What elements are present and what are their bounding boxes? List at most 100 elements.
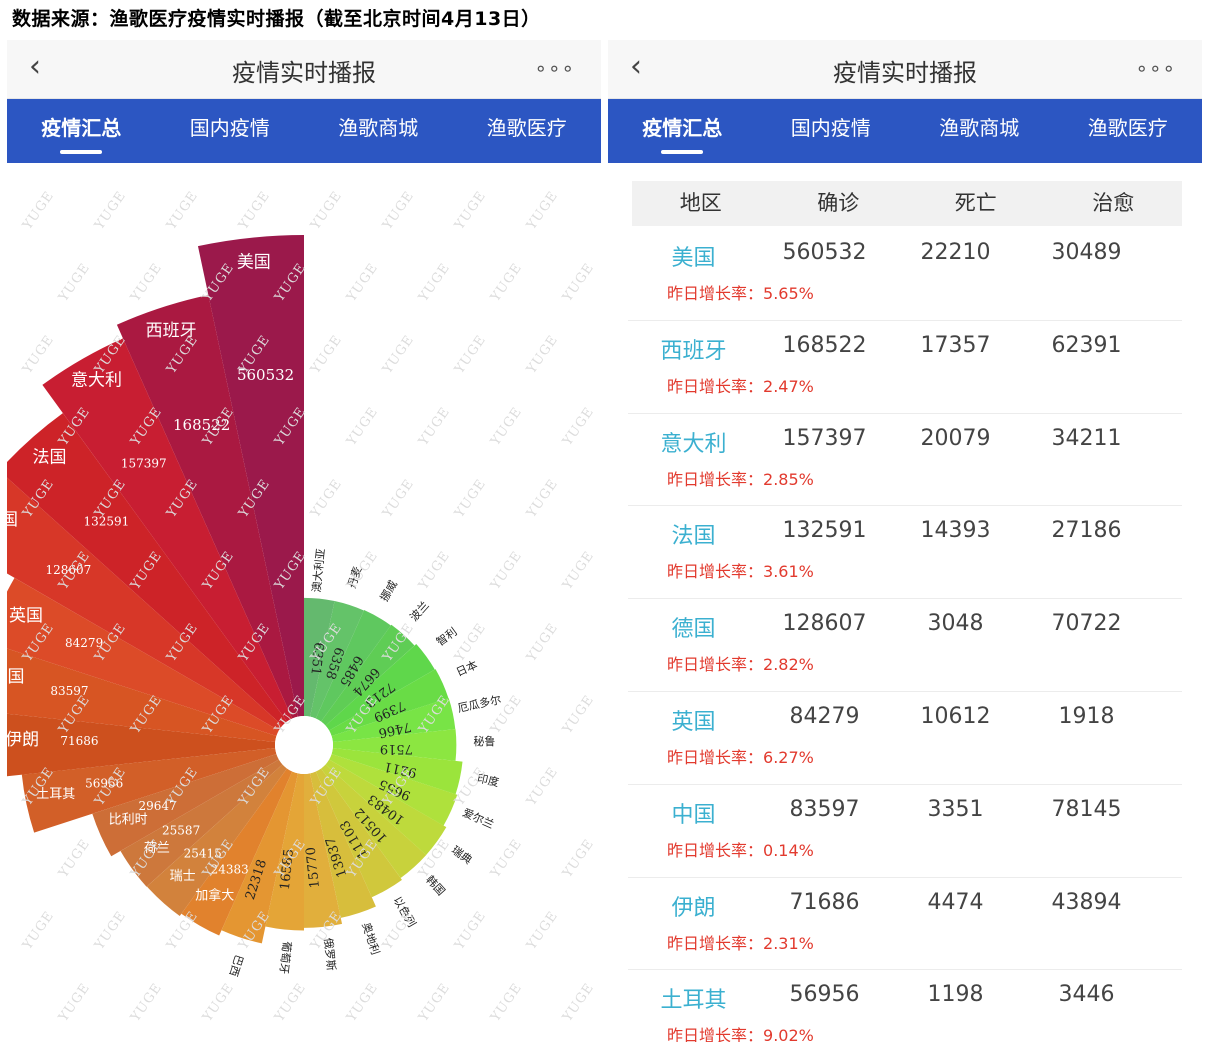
slice-category-label: 西班牙: [146, 321, 197, 341]
slice-category-label: 伊朗: [7, 730, 39, 750]
slice-value-label: 84279: [65, 636, 103, 650]
slice-value-label: 132591: [83, 514, 129, 528]
cell-deaths: 3351: [927, 796, 984, 822]
slice-category-label: 英国: [9, 606, 43, 626]
cell-confirmed: 132591: [782, 518, 867, 544]
cell-confirmed: 83597: [789, 796, 860, 822]
growth-label: 昨日增长率：: [667, 469, 764, 489]
slice-category-label: 瑞士: [170, 869, 196, 884]
rose-slice-10[interactable]: [92, 753, 279, 857]
rose-slice-26[interactable]: [325, 643, 435, 731]
tab-medical[interactable]: 渔歌医疗: [486, 116, 567, 140]
slice-value-label: 16585: [278, 848, 297, 891]
nav-header: ‹ 疫情实时播报 ∘∘∘: [7, 40, 601, 99]
growth-rate: 昨日增长率：2.85%: [667, 466, 814, 490]
rose-slice-21[interactable]: [329, 753, 458, 826]
growth-label: 昨日增长率：: [667, 747, 764, 767]
growth-value: 2.85%: [763, 469, 814, 489]
slice-value-label: 56956: [85, 776, 123, 790]
rose-slice-18[interactable]: [315, 768, 402, 898]
phone-screen-chart: ‹ 疫情实时播报 ∘∘∘ 疫情汇总 国内疫情 渔歌商城 渔歌医疗 YUGE YUG…: [7, 40, 601, 1042]
slice-value-label: 15770: [304, 846, 323, 889]
rose-slice-14[interactable]: [221, 771, 298, 944]
slice-category-label: 美国: [237, 253, 271, 273]
rose-slice-23[interactable]: [332, 729, 457, 761]
tab-summary[interactable]: 疫情汇总: [608, 99, 757, 163]
rose-slice-29[interactable]: [310, 601, 364, 719]
tab-medical[interactable]: 渔歌医疗: [1087, 116, 1168, 140]
table-row[interactable]: 法国 132591 14393 27186 昨日增长率：3.61%: [628, 506, 1182, 600]
cell-country: 法国: [671, 524, 716, 550]
slice-category-label: 俄罗斯: [321, 937, 337, 971]
rose-slice-11[interactable]: [120, 759, 283, 887]
growth-rate: 昨日增长率：3.61%: [667, 558, 814, 582]
table-row[interactable]: 美国 560532 22210 30489 昨日增长率：5.65%: [628, 228, 1182, 321]
rose-slice-4[interactable]: [7, 413, 287, 726]
tab-domestic[interactable]: 国内疫情: [189, 116, 270, 140]
rose-slice-5[interactable]: [7, 474, 283, 731]
header-region: 地区: [679, 191, 722, 215]
slice-category-label: 智利: [433, 624, 459, 648]
slice-category-label: 波兰: [407, 599, 431, 624]
table-row[interactable]: 土耳其 56956 1198 3446 昨日增长率：9.02%: [628, 970, 1182, 1042]
cell-confirmed: 71686: [789, 889, 860, 915]
cell-deaths: 22210: [920, 240, 991, 265]
cell-deaths: 14393: [920, 518, 991, 544]
page-title: 疫情实时播报: [232, 59, 376, 87]
table-row[interactable]: 伊朗 71686 4474 43894 昨日增长率：2.31%: [628, 878, 1182, 971]
cell-recovered: 43894: [1051, 889, 1122, 915]
more-icon[interactable]: ∘∘∘: [534, 56, 575, 80]
header-confirmed: 确诊: [817, 191, 860, 215]
header-recovered: 治愈: [1092, 191, 1135, 215]
table-row[interactable]: 德国 128607 3048 70722 昨日增长率：2.82%: [628, 599, 1182, 692]
slice-category-label: 厄瓜多尔: [456, 692, 502, 715]
table-row[interactable]: 英国 84279 10612 1918 昨日增长率：6.27%: [628, 692, 1182, 785]
rose-slice-30[interactable]: [304, 597, 335, 717]
growth-value: 6.27%: [763, 747, 814, 767]
rose-slice-20[interactable]: [325, 759, 447, 855]
rose-slice-1[interactable]: [197, 235, 304, 717]
rose-slice-3[interactable]: [42, 338, 293, 722]
slice-category-label: 秘鲁: [473, 734, 495, 748]
slice-category-label: 意大利: [71, 371, 122, 391]
tab-summary[interactable]: 疫情汇总: [7, 99, 156, 163]
rose-slice-7[interactable]: [7, 642, 277, 742]
tab-domestic[interactable]: 国内疫情: [790, 116, 871, 140]
rose-slice-15[interactable]: [265, 773, 304, 931]
rose-slice-17[interactable]: [310, 771, 376, 918]
rose-slice-2[interactable]: [116, 295, 298, 719]
rose-slice-6[interactable]: [7, 577, 279, 737]
cell-recovered: 3446: [1058, 982, 1115, 1008]
more-icon[interactable]: ∘∘∘: [1135, 56, 1176, 80]
rose-slice-13[interactable]: [181, 768, 293, 936]
growth-rate: 昨日增长率：0.14%: [667, 837, 814, 861]
rose-chart-area: YUGE YUGE YUGE YUGE YUGE YUGE YUGE YUGE YUGE YUGE…: [7, 163, 601, 1042]
rose-center-hole: [275, 716, 333, 774]
slice-value-label: 24383: [211, 863, 249, 877]
rose-slice-9[interactable]: [21, 748, 277, 833]
back-icon[interactable]: ‹: [29, 49, 41, 84]
rose-slice-12[interactable]: [146, 764, 287, 917]
slice-value-label: 25587: [162, 823, 200, 837]
back-icon[interactable]: ‹: [630, 49, 642, 84]
cell-recovered: 34211: [1051, 425, 1122, 451]
rose-slice-25[interactable]: [329, 669, 449, 737]
rose-slice-28[interactable]: [315, 610, 391, 722]
rose-slice-24[interactable]: [331, 697, 456, 742]
rose-slice-22[interactable]: [331, 748, 463, 795]
rose-slice-27[interactable]: [321, 624, 415, 726]
tab-mall[interactable]: 渔歌商城: [338, 116, 419, 140]
slice-category-label: 奥地利: [359, 921, 383, 957]
growth-rate: 昨日增长率：2.31%: [667, 930, 814, 954]
rose-slice-16[interactable]: [304, 773, 343, 928]
slice-value-label: 29647: [139, 799, 177, 813]
table-row[interactable]: 中国 83597 3351 78145 昨日增长率：0.14%: [628, 785, 1182, 878]
growth-label: 昨日增长率：: [667, 1026, 764, 1042]
rose-slice-19[interactable]: [321, 764, 427, 879]
rose-slice-8[interactable]: [7, 712, 276, 777]
table-row[interactable]: 意大利 157397 20079 34211 昨日增长率：2.85%: [628, 414, 1182, 507]
tab-mall[interactable]: 渔歌商城: [939, 116, 1020, 140]
table-row[interactable]: 西班牙 168522 17357 62391 昨日增长率：2.47%: [628, 321, 1182, 414]
growth-value: 2.82%: [763, 655, 814, 675]
nav-header: ‹ 疫情实时播报 ∘∘∘: [608, 40, 1202, 99]
